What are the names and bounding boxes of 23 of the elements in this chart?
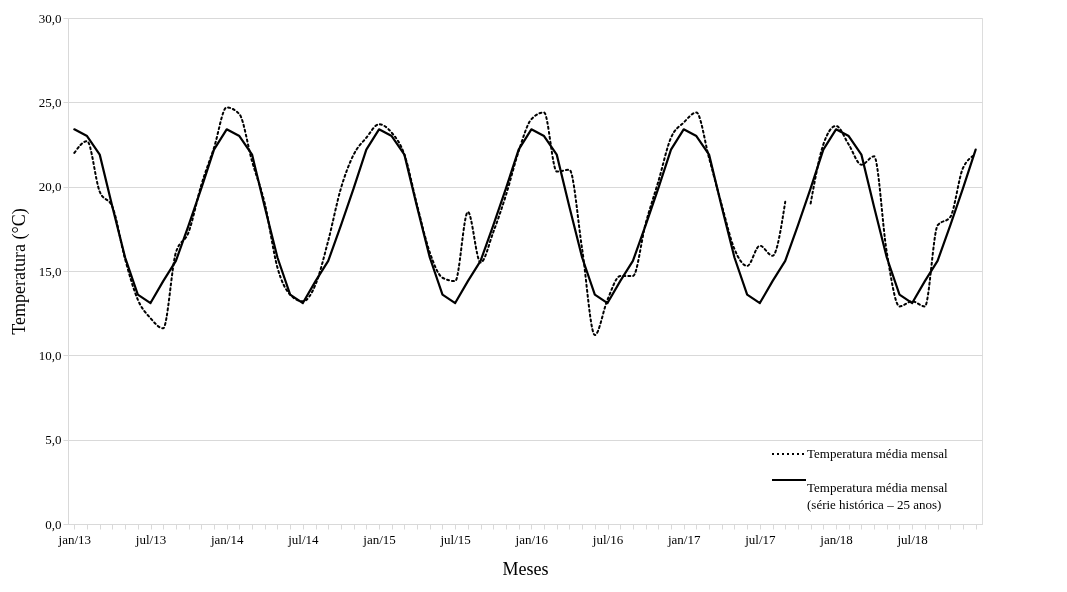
y-tick-label: 5,0 (45, 432, 62, 448)
x-tick-label: jan/14 (209, 531, 244, 547)
x-tick-label: jul/13 (134, 531, 167, 547)
x-tick-label: jul/18 (896, 531, 928, 547)
x-tick-label: jan/18 (819, 531, 853, 547)
x-tick-label: jan/17 (666, 531, 701, 547)
y-tick-label: 10,0 (38, 347, 62, 363)
y-axis-title: Temperatura (°C) (8, 208, 30, 335)
x-tick-label: jan/15 (362, 531, 396, 547)
x-tick-label: jan/16 (514, 531, 549, 547)
x-axis-title: Meses (502, 558, 549, 579)
legend-label: Temperatura média mensal (série histórica – 25 anos) (807, 480, 948, 512)
y-tick-label: 15,0 (38, 263, 62, 279)
y-tick-label: 25,0 (38, 94, 62, 110)
y-tick-label: 30,0 (38, 10, 62, 26)
x-tick-label: jul/15 (439, 531, 471, 547)
x-tick-label: jul/17 (744, 531, 777, 547)
y-tick-label: 0,0 (45, 516, 62, 532)
x-tick-label: jul/14 (287, 531, 320, 547)
y-tick-label: 20,0 (38, 179, 62, 195)
legend-label: Temperatura média mensal (807, 446, 948, 461)
x-tick-label: jan/13 (57, 531, 92, 547)
x-tick-label: jul/16 (591, 531, 624, 547)
